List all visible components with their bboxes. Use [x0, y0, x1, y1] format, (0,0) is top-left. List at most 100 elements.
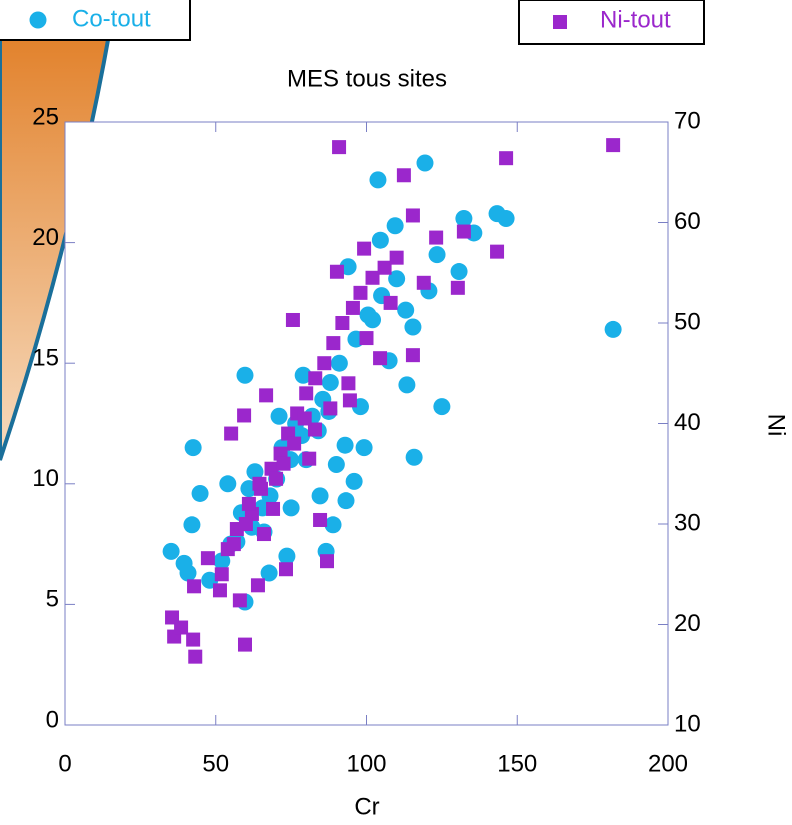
- point: [266, 501, 281, 516]
- point: [357, 241, 372, 256]
- point: [188, 649, 203, 664]
- point: [359, 331, 374, 346]
- y2-tick-label: 20: [674, 610, 701, 637]
- point: [183, 516, 201, 534]
- point: [278, 562, 293, 577]
- point: [308, 371, 323, 386]
- point: [276, 456, 291, 471]
- point: [397, 301, 415, 319]
- point: [307, 422, 322, 437]
- y2-tick-label: 70: [674, 107, 701, 134]
- point: [606, 138, 621, 153]
- point: [317, 356, 332, 371]
- point: [324, 516, 342, 534]
- point: [404, 318, 422, 336]
- point: [246, 463, 264, 481]
- point: [490, 244, 505, 259]
- point: [321, 373, 339, 391]
- point: [294, 366, 312, 384]
- point: [226, 537, 241, 552]
- point: [330, 354, 348, 372]
- point: [191, 484, 209, 502]
- y-tick-label: 20: [32, 224, 59, 251]
- legend-co: Co-tout: [0, 0, 191, 41]
- point: [162, 542, 180, 560]
- point: [433, 398, 451, 416]
- point: [269, 471, 284, 486]
- legend-marker: [553, 15, 567, 29]
- point: [282, 499, 300, 517]
- point: [179, 564, 197, 582]
- point: [260, 564, 278, 582]
- point: [327, 456, 345, 474]
- point: [278, 547, 296, 565]
- point: [186, 632, 201, 647]
- point: [499, 151, 514, 166]
- point: [337, 492, 355, 510]
- point: [355, 439, 373, 457]
- point: [365, 270, 380, 285]
- point: [259, 388, 274, 403]
- point: [320, 554, 335, 569]
- point: [237, 637, 252, 652]
- point: [383, 295, 398, 310]
- legend-label: Co-tout: [72, 5, 151, 32]
- point: [405, 448, 423, 466]
- point: [213, 552, 231, 570]
- point: [604, 320, 622, 338]
- point: [270, 407, 288, 425]
- point: [323, 401, 338, 416]
- point: [388, 270, 406, 288]
- point: [297, 411, 312, 426]
- legend-marker: [29, 11, 47, 29]
- point: [214, 567, 229, 582]
- point: [232, 593, 247, 608]
- point: [497, 209, 515, 227]
- y-tick-label: 25: [32, 103, 59, 130]
- y2-tick-label: 10: [674, 710, 701, 737]
- chart-title: MES tous sites: [287, 65, 447, 92]
- point: [428, 246, 446, 264]
- point: [252, 476, 267, 491]
- legend-ni: Ni-tout: [518, 0, 705, 45]
- point: [405, 348, 420, 363]
- point: [285, 312, 300, 327]
- point: [455, 209, 473, 227]
- point: [371, 231, 389, 249]
- point: [224, 426, 239, 441]
- legend-box: [518, 0, 705, 45]
- point: [396, 168, 411, 183]
- point: [377, 260, 392, 275]
- x-tick-label: 100: [346, 750, 386, 777]
- point: [450, 263, 468, 281]
- x-tick-label: 0: [58, 750, 71, 777]
- point: [429, 230, 444, 245]
- plot-area: [64, 121, 669, 726]
- x-tick-label: 150: [497, 750, 537, 777]
- point: [219, 475, 237, 493]
- point: [389, 250, 404, 265]
- point: [236, 366, 254, 384]
- point: [405, 208, 420, 223]
- point: [329, 264, 344, 279]
- point: [187, 579, 202, 594]
- legend-label: Ni-tout: [600, 6, 671, 33]
- point: [398, 376, 416, 394]
- point: [313, 512, 328, 527]
- point: [311, 487, 329, 505]
- y2-tick-label: 60: [674, 208, 701, 235]
- y-tick-label: 5: [46, 586, 59, 613]
- y2-axis-label: Ni: [763, 414, 790, 437]
- point: [250, 578, 265, 593]
- point: [373, 351, 388, 366]
- x-axis-label: Cr: [354, 793, 379, 820]
- point: [345, 300, 360, 315]
- point: [456, 224, 471, 239]
- point: [386, 217, 404, 235]
- y2-tick-label: 50: [674, 308, 701, 335]
- legend-box: [0, 0, 191, 41]
- point: [212, 583, 227, 598]
- point: [332, 140, 347, 155]
- point: [345, 472, 363, 490]
- point: [256, 527, 271, 542]
